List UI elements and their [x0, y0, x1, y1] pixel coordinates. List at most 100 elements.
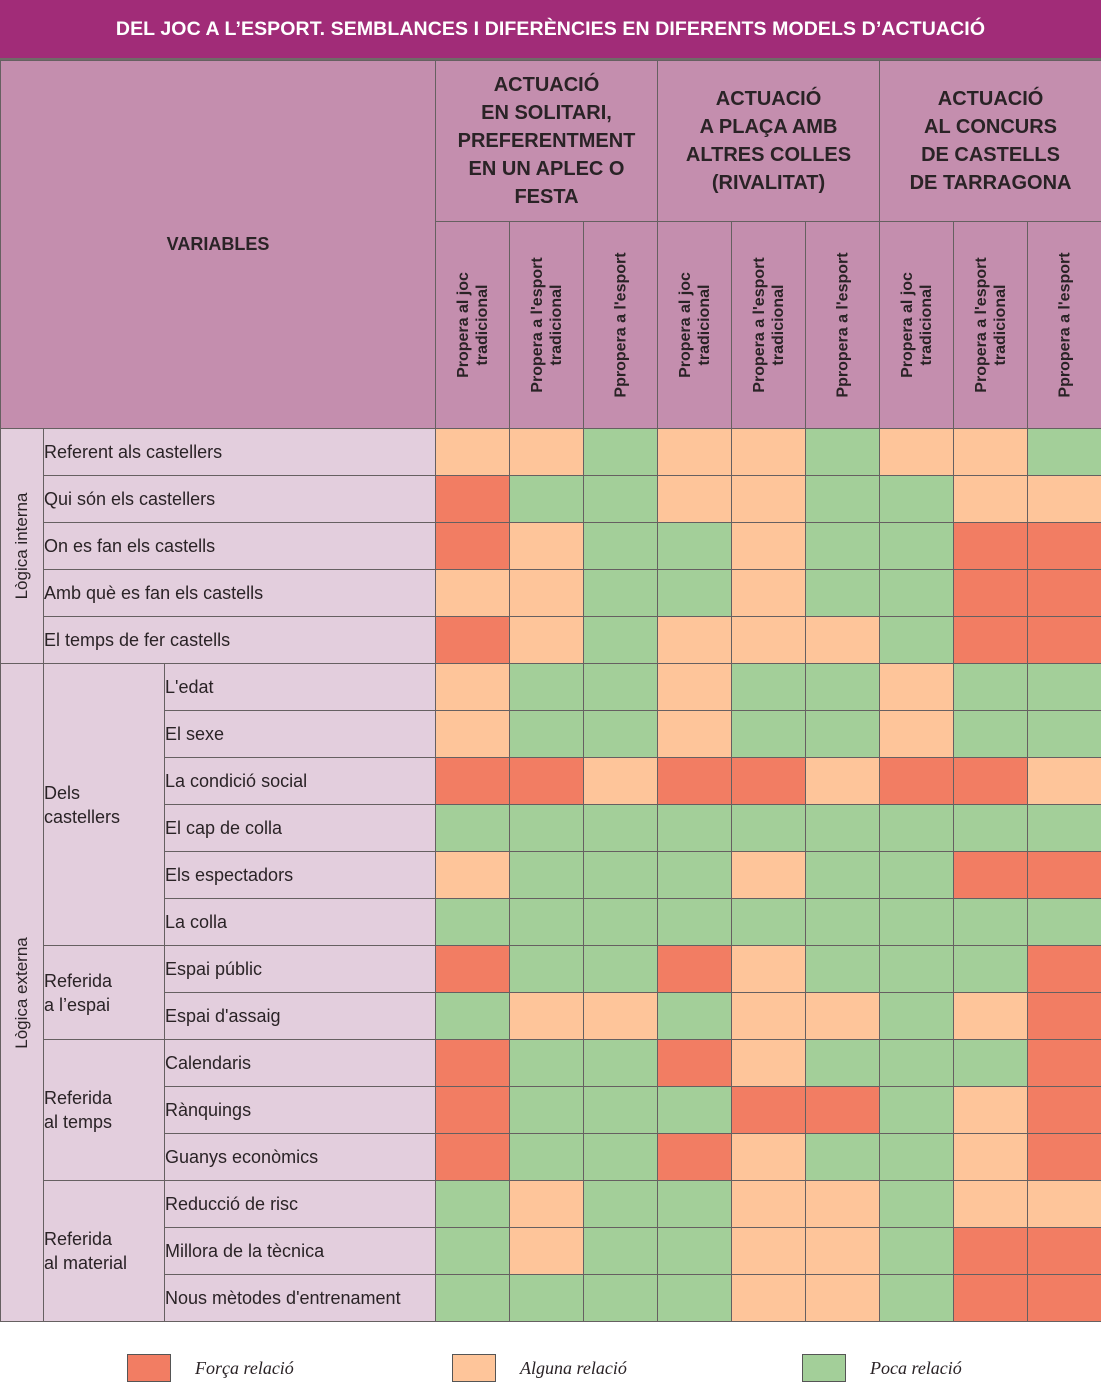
heatmap-cell — [731, 898, 807, 946]
row-label: On es fan els castells — [43, 522, 436, 570]
heatmap-cell — [953, 1039, 1029, 1087]
heatmap-cell — [509, 757, 584, 805]
table-row: Millora de la tècnica — [1, 1227, 1101, 1275]
table-row: El temps de fer castells — [1, 616, 1101, 664]
heatmap-cell — [1027, 1086, 1101, 1134]
heatmap-cell — [1027, 522, 1101, 570]
heatmap-cell — [805, 1039, 881, 1087]
heatmap-cell — [657, 710, 733, 758]
heatmap-cell — [1027, 616, 1101, 664]
heatmap-cell — [731, 1180, 807, 1228]
heatmap-cell — [509, 1274, 584, 1322]
column-group-header: ACTUACIÓ EN SOLITARI, PREFERENTMENT EN UN A… — [434, 60, 659, 222]
heatmap-cell — [953, 522, 1029, 570]
heatmap-cell — [731, 663, 807, 711]
heatmap-cell — [879, 804, 955, 852]
heatmap-cell — [731, 475, 807, 523]
heatmap-cell — [509, 992, 584, 1040]
heatmap-cell — [657, 616, 733, 664]
heatmap-cell — [582, 428, 659, 476]
heatmap-cell — [953, 804, 1029, 852]
heatmap-cell — [435, 804, 510, 852]
row-label: El cap de colla — [164, 804, 436, 852]
heatmap-cell — [953, 992, 1029, 1040]
heatmap-cell — [435, 1180, 510, 1228]
heatmap-cell — [879, 1180, 955, 1228]
heatmap-cell — [582, 1133, 659, 1181]
heatmap-cell — [805, 851, 881, 899]
heatmap-cell — [435, 992, 510, 1040]
row-label: El temps de fer castells — [43, 616, 436, 664]
heatmap-cell — [582, 945, 659, 993]
heatmap-cell — [805, 522, 881, 570]
heatmap-cell — [509, 1180, 584, 1228]
row-label: Guanys econòmics — [164, 1133, 436, 1181]
heatmap-cell — [805, 1180, 881, 1228]
heatmap-cell — [953, 945, 1029, 993]
table-row: Referida al material Reducció de risc — [1, 1180, 1101, 1322]
heatmap-cell — [1027, 710, 1101, 758]
legend-item: Poca relació — [802, 1354, 962, 1382]
column-header: Propera al joc tradicional — [879, 221, 955, 429]
subgroup-label: Referida al temps — [43, 1039, 165, 1181]
heatmap-cell — [879, 663, 955, 711]
column-header: Propera a l'esport tradicional — [509, 221, 584, 429]
heatmap-cell — [1027, 1180, 1101, 1228]
heatmap-cell — [582, 1274, 659, 1322]
row-label: Espai públic — [164, 945, 436, 993]
heatmap-cell — [953, 1180, 1029, 1228]
heatmap-cell — [953, 663, 1029, 711]
legend-item: Alguna relació — [452, 1354, 627, 1382]
heatmap-cell — [1027, 1274, 1101, 1322]
heatmap-cell — [805, 992, 881, 1040]
heatmap-cell — [509, 569, 584, 617]
column-header-label: Propera al joc tradicional — [454, 272, 491, 378]
heatmap-cell — [953, 851, 1029, 899]
heatmap-cell — [879, 710, 955, 758]
heatmap-cell — [1027, 945, 1101, 993]
heatmap-cell — [879, 757, 955, 805]
table-row: Lògica interna Referent als castellers — [0, 428, 1101, 664]
heatmap-cell — [731, 1133, 807, 1181]
heatmap-cell — [435, 569, 510, 617]
heatmap-cell — [805, 1274, 881, 1322]
heatmap-cell — [879, 851, 955, 899]
heatmap-cell — [805, 945, 881, 993]
heatmap-cell — [805, 1227, 881, 1275]
table-row: Els espectadors — [1, 851, 1101, 899]
heatmap-cell — [805, 616, 881, 664]
row-label: El sexe — [164, 710, 436, 758]
heatmap-cell — [435, 1274, 510, 1322]
table-row: La colla — [1, 898, 1101, 946]
row-label: Els espectadors — [164, 851, 436, 899]
table-row: Nous mètodes d'entrenament — [1, 1274, 1101, 1322]
heatmap-cell — [731, 522, 807, 570]
outer-group-label: Lògica externa — [0, 663, 44, 1322]
heatmap-cell — [582, 804, 659, 852]
heatmap-cell — [435, 757, 510, 805]
heatmap-cell — [953, 1086, 1029, 1134]
row-label: La condició social — [164, 757, 436, 805]
heatmap-cell — [657, 1039, 733, 1087]
heatmap-cell — [879, 1039, 955, 1087]
heatmap-cell — [879, 522, 955, 570]
heatmap-cell — [657, 1086, 733, 1134]
row-label: Nous mètodes d'entrenament — [164, 1274, 436, 1322]
heatmap-cell — [509, 1133, 584, 1181]
heatmap-cell — [657, 428, 733, 476]
column-header-label: Ppropera a l'esport — [834, 252, 852, 398]
heatmap-cell — [1027, 851, 1101, 899]
heatmap-cell — [731, 1227, 807, 1275]
table-row: Qui són els castellers — [1, 475, 1101, 523]
table-row: Rànquings — [1, 1086, 1101, 1134]
heatmap-cell — [879, 616, 955, 664]
heatmap-cell — [435, 475, 510, 523]
column-header: Propera al joc tradicional — [657, 221, 733, 429]
heatmap-cell — [435, 1039, 510, 1087]
heatmap-cell — [805, 569, 881, 617]
heatmap-cell — [657, 475, 733, 523]
legend-label: Força relació — [195, 1357, 294, 1378]
heatmap-cell — [435, 663, 510, 711]
heatmap-cell — [805, 1086, 881, 1134]
column-group-header: ACTUACIÓ AL CONCURS DE CASTELLS DE TARRAGON… — [879, 60, 1101, 222]
